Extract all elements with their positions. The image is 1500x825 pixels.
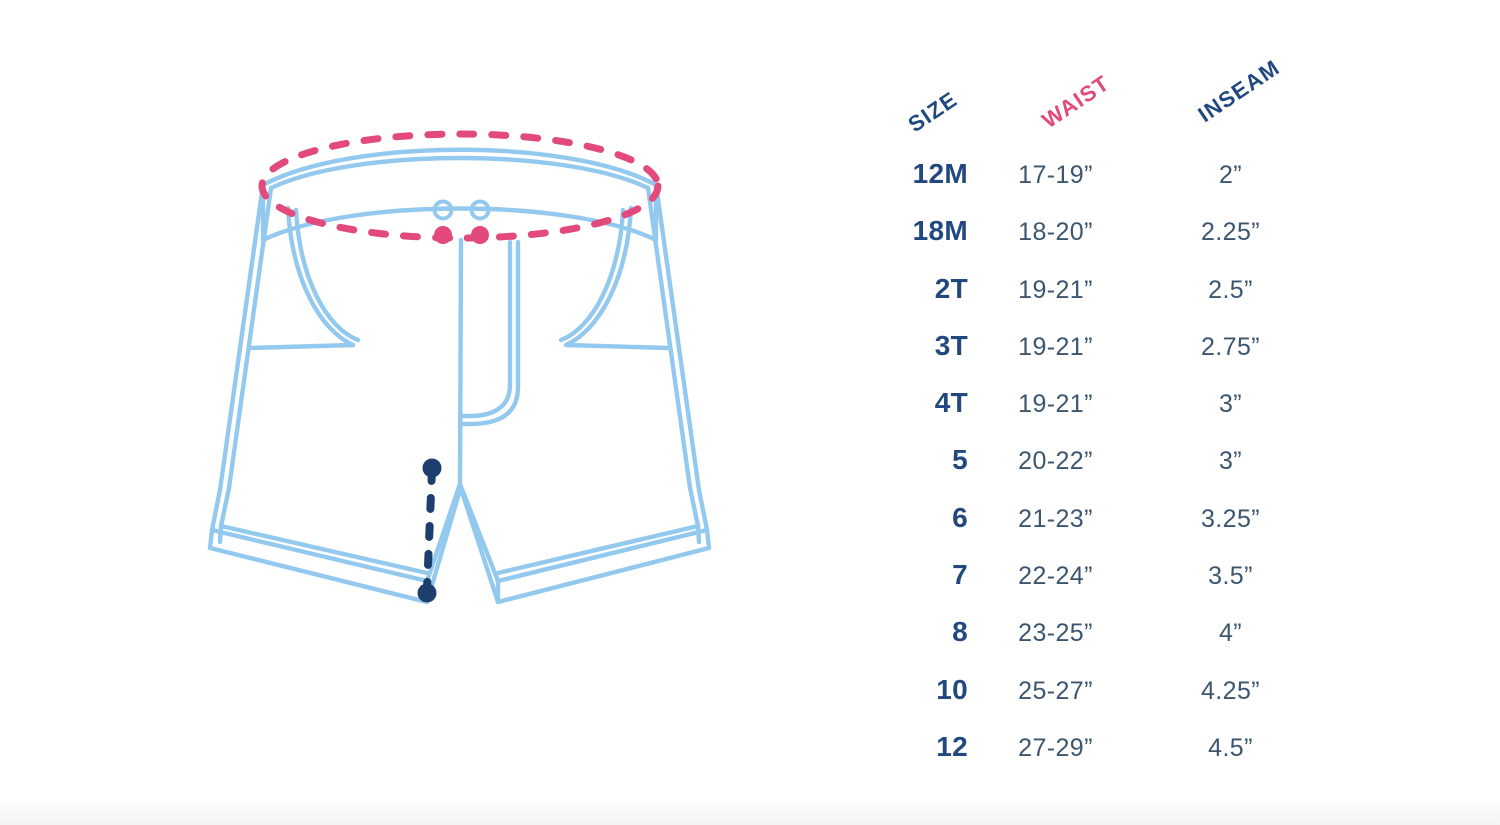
column-header-inseam: INSEAM — [1193, 54, 1285, 128]
cell-inseam: 3” — [1218, 390, 1243, 419]
cell-size: 12 — [936, 730, 968, 762]
table-row: 3T 19-21” 2.75” — [840, 330, 1360, 387]
inseam-top-dot — [422, 458, 442, 478]
cell-inseam: 2.75” — [1201, 332, 1260, 361]
bottom-gradient-band — [0, 799, 1500, 825]
cell-inseam: 4.25” — [1201, 676, 1260, 705]
cell-waist: 21-23” — [1018, 504, 1093, 533]
inseam-measure-line — [417, 458, 442, 603]
fly-stitch — [458, 239, 513, 419]
cell-waist: 20-22” — [1018, 447, 1093, 476]
table-row: 5 20-22” 3” — [840, 444, 1360, 501]
table-body: 12M 17-19” 2” 18M 18-20” 2.25” 2T 19-21”… — [840, 158, 1360, 788]
cell-size: 5 — [952, 444, 968, 476]
cell-size: 7 — [952, 559, 968, 591]
size-chart-table: SIZE WAIST INSEAM 12M 17-19” 2” 18M 18-2… — [840, 40, 1360, 800]
cell-size: 4T — [934, 387, 968, 419]
cell-inseam: 2” — [1218, 161, 1243, 189]
cell-waist: 18-20” — [1018, 218, 1093, 247]
table-header-row: SIZE WAIST INSEAM — [840, 40, 1360, 158]
cell-waist: 27-29” — [1018, 733, 1093, 762]
cell-size: 3T — [934, 329, 968, 361]
cell-inseam: 4.5” — [1208, 733, 1253, 762]
table-row: 2T 19-21” 2.5” — [840, 273, 1360, 330]
table-row: 8 23-25” 4” — [840, 616, 1360, 673]
waistband-top — [260, 147, 659, 188]
cell-inseam: 4” — [1218, 619, 1243, 648]
cell-size: 12M — [912, 158, 968, 189]
cell-waist: 22-24” — [1018, 562, 1093, 591]
table-row: 18M 18-20” 2.25” — [840, 215, 1360, 272]
cell-waist: 19-21” — [1018, 332, 1093, 361]
eyelet-left — [432, 199, 454, 221]
left-side-seam — [209, 182, 266, 533]
inseam-bottom-dot — [417, 583, 437, 603]
cell-waist: 25-27” — [1018, 676, 1093, 705]
cell-size: 8 — [952, 616, 968, 648]
eyelet-right — [469, 199, 491, 221]
cell-inseam: 2.5” — [1208, 275, 1253, 304]
table-row: 12 27-29” 4.5” — [840, 731, 1360, 788]
cell-inseam: 3.5” — [1208, 562, 1253, 591]
cell-waist: 19-21” — [1018, 390, 1093, 419]
cell-size: 6 — [952, 501, 968, 533]
cell-size: 18M — [912, 215, 968, 247]
table-row: 10 25-27” 4.25” — [840, 674, 1360, 731]
cell-inseam: 3” — [1218, 447, 1243, 476]
cell-inseam: 3.25” — [1201, 504, 1260, 533]
waist-measure-ellipse — [258, 130, 662, 242]
cell-waist: 17-19” — [1018, 161, 1093, 189]
cell-waist: 23-25” — [1018, 619, 1093, 648]
column-header-waist: WAIST — [1037, 70, 1115, 134]
table-row: 6 21-23” 3.25” — [840, 502, 1360, 559]
cell-waist: 19-21” — [1018, 275, 1093, 304]
table-row: 12M 17-19” 2” — [840, 158, 1360, 215]
waistband-bottom — [260, 206, 659, 243]
cell-inseam: 2.25” — [1201, 218, 1260, 247]
shorts-illustration — [150, 90, 790, 610]
cell-size: 10 — [936, 673, 968, 705]
left-pocket-opening — [285, 205, 356, 348]
center-front-seam — [457, 237, 464, 487]
column-header-size: SIZE — [903, 86, 962, 138]
cell-size: 2T — [934, 272, 968, 304]
right-pocket-opening — [563, 205, 634, 348]
table-row: 7 22-24” 3.5” — [840, 559, 1360, 616]
table-row: 4T 19-21” 3” — [840, 387, 1360, 444]
